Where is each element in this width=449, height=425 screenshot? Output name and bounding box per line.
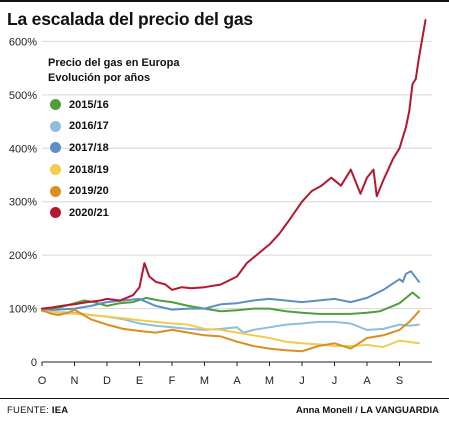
x-tick-label: M — [200, 375, 209, 387]
x-tick-label: N — [71, 375, 79, 387]
legend-swatch — [50, 120, 61, 132]
series-line-2020-21 — [41, 19, 427, 310]
legend-swatch — [50, 142, 61, 154]
y-tick-label: 300% — [9, 197, 37, 209]
y-tick-label: 200% — [9, 250, 37, 262]
legend-swatch — [50, 164, 61, 176]
y-tick-label: 400% — [9, 143, 37, 155]
series-line-2017-18 — [41, 270, 420, 312]
legend-label: 2016/17 — [69, 120, 109, 133]
footer-source: FUENTE: IEA — [7, 405, 68, 416]
legend-item: 2017/18 — [48, 137, 208, 159]
bottom-rule — [0, 398, 449, 399]
legend-item: 2020/21 — [48, 202, 208, 224]
legend-label: 2015/16 — [69, 98, 109, 111]
x-tick-label: S — [396, 375, 403, 387]
legend-label: 2019/20 — [69, 185, 109, 198]
x-tick-label: O — [38, 375, 47, 387]
chart-title: La escalada del precio del gas — [7, 9, 253, 29]
legend-swatch — [50, 207, 61, 219]
footer-credit: Anna Monell / LA VANGUARDIA — [295, 405, 439, 416]
y-tick-label: 100% — [9, 304, 37, 316]
legend-subtitle-line1: Precio del gas en Europa — [48, 57, 180, 69]
top-rule — [0, 0, 449, 2]
legend-label: 2017/18 — [69, 141, 109, 154]
y-tick-label: 0 — [31, 357, 37, 369]
line-chart: 0 100% 200% 300% 400% 500% 600% O N D E F M A M J J A S — [9, 19, 432, 387]
y-tick-label: 600% — [9, 36, 37, 48]
x-tick-label: E — [136, 375, 143, 387]
legend-subtitle-line2: Evolución por años — [48, 72, 151, 84]
source-label: FUENTE: — [7, 405, 50, 416]
x-tick-label: F — [169, 375, 176, 387]
x-tick-label: M — [265, 375, 274, 387]
x-tick-label: A — [233, 375, 241, 387]
x-tick-label: A — [363, 375, 371, 387]
y-tick-label: 500% — [9, 90, 37, 102]
legend-label: 2018/19 — [69, 163, 109, 176]
x-tick-label: J — [332, 375, 338, 387]
x-tick-label: J — [299, 375, 305, 387]
source-value: IEA — [51, 405, 69, 416]
legend-item: 2018/19 — [48, 159, 208, 181]
legend-swatch — [50, 185, 61, 197]
legend-item: 2015/16 — [48, 94, 208, 116]
series-line-2019-20 — [41, 308, 420, 353]
legend-items: 2015/16 2016/17 2017/18 2018/19 2019/20 2020/… — [48, 94, 208, 224]
x-tick-label: D — [103, 375, 111, 387]
legend-label: 2020/21 — [69, 206, 109, 219]
legend-item: 2019/20 — [48, 180, 208, 202]
legend-swatch — [50, 99, 61, 111]
legend: Precio del gas en Europa Evolución por a… — [48, 56, 208, 224]
legend-item: 2016/17 — [48, 116, 208, 138]
